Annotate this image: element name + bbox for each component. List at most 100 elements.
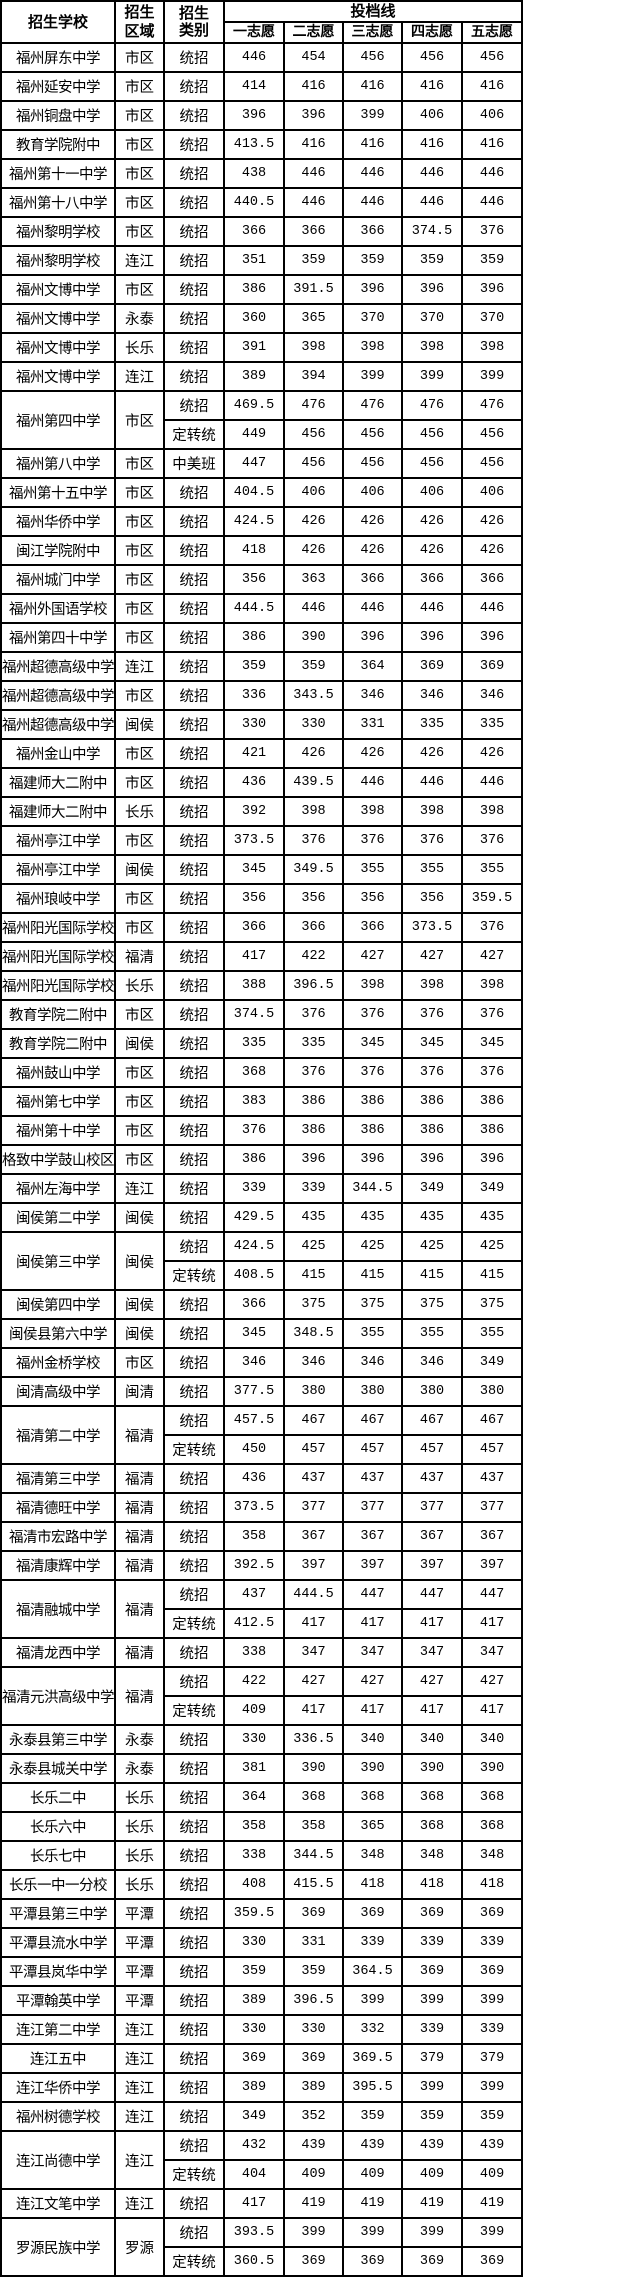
score-choice-3-cell: 364 [342,651,403,682]
score-choice-2-cell: 444.5 [283,1579,344,1610]
score-choice-3-cell: 446 [342,187,403,218]
score-choice-2-cell: 396 [283,1144,344,1175]
region-cell: 连江 [114,2014,165,2045]
score-choice-5-cell: 456 [460,419,524,450]
score-choice-4-cell: 476 [401,390,463,421]
score-choice-2-cell: 426 [283,535,344,566]
score-choice-2-cell: 446 [283,158,344,189]
score-choice-2-cell: 439.5 [283,767,344,798]
school-name-cell: 福州华侨中学 [0,506,116,537]
admission-type-cell: 统招 [163,1869,225,1900]
school-name-cell: 闽侯第二中学 [0,1202,116,1233]
score-choice-2-cell: 347 [283,1637,344,1668]
region-cell: 市区 [114,1057,165,1088]
score-choice-5-cell: 359 [460,2101,524,2132]
admission-type-cell: 统招 [163,1811,225,1842]
region-cell: 闽侯 [114,854,165,885]
table-row: 福州第十一中学 市区 统招 438 446 446 446 446 [0,158,524,189]
score-choice-3-cell: 396 [342,274,403,305]
score-choice-5-cell: 359.5 [460,883,524,914]
school-name-cell: 闽清高级中学 [0,1376,116,1407]
score-choice-4-cell: 355 [401,854,463,885]
score-choice-2-cell: 330 [283,2014,344,2045]
admission-type-cell: 统招 [163,1898,225,1929]
table-row: 永泰县城关中学 永泰 统招 381 390 390 390 390 [0,1753,524,1784]
score-choice-3-cell: 415 [342,1260,403,1291]
score-choice-3-cell: 417 [342,1695,403,1726]
score-choice-3-cell: 426 [342,506,403,537]
score-choice-3-cell: 399 [342,100,403,131]
score-choice-1-cell: 440.5 [223,187,285,218]
score-choice-4-cell: 456 [401,448,463,479]
admission-type-cell: 统招 [163,1115,225,1146]
admission-type-cell: 定转统 [163,419,225,450]
region-cell: 市区 [114,42,165,73]
score-choice-3-cell: 345 [342,1028,403,1059]
region-cell: 福清 [114,941,165,972]
region-cell: 连江 [114,2072,165,2103]
admission-type-cell: 统招 [163,42,225,73]
score-choice-4-cell: 355 [401,1318,463,1349]
score-choice-3-cell: 427 [342,941,403,972]
school-name-cell: 福州金山中学 [0,738,116,769]
score-choice-3-cell: 396 [342,622,403,653]
score-choice-2-cell: 389 [283,2072,344,2103]
score-choice-4-cell: 359 [401,245,463,276]
score-choice-5-cell: 476 [460,390,524,421]
score-choice-4-cell: 345 [401,1028,463,1059]
table-row: 福州琅岐中学 市区 统招 356 356 356 356 359.5 [0,883,524,914]
score-choice-3-cell: 346 [342,680,403,711]
score-choice-2-cell: 386 [283,1086,344,1117]
region-cell: 市区 [114,216,165,247]
score-choice-3-cell: 369 [342,1898,403,1929]
score-choice-5-cell: 446 [460,158,524,189]
score-choice-2-cell: 331 [283,1927,344,1958]
table-header: 招生学校 招生区域 招生 类别 投档线 一志愿 二志愿 三志愿 四志愿 五志愿 [0,0,524,44]
score-choice-3-cell: 395.5 [342,2072,403,2103]
region-cell: 市区 [114,448,165,479]
score-choice-1-cell: 386 [223,1144,285,1175]
score-choice-3-cell: 426 [342,738,403,769]
score-choice-2-cell: 352 [283,2101,344,2132]
score-choice-1-cell: 404 [223,2159,285,2190]
table-row: 福州阳光国际学校 长乐 统招 388 396.5 398 398 398 [0,970,524,1001]
score-choice-3-cell: 446 [342,767,403,798]
region-cell: 福清 [114,1637,165,1668]
region-cell: 福清 [114,1405,165,1465]
school-name-cell: 福州树德学校 [0,2101,116,2132]
score-choice-2-cell: 330 [283,709,344,740]
score-choice-3-cell: 398 [342,970,403,1001]
score-choice-4-cell: 348 [401,1840,463,1871]
school-name-cell: 福州第八中学 [0,448,116,479]
school-name-cell: 福清元洪高级中学 [0,1666,116,1726]
admission-type-cell: 统招 [163,1289,225,1320]
score-choice-2-cell: 426 [283,738,344,769]
score-choice-1-cell: 450 [223,1434,285,1465]
region-cell: 福清 [114,1463,165,1494]
admission-type-cell: 统招 [163,1666,225,1697]
score-choice-4-cell: 435 [401,1202,463,1233]
admission-type-cell: 统招 [163,825,225,856]
region-cell: 市区 [114,274,165,305]
score-choice-4-cell: 457 [401,1434,463,1465]
score-choice-4-cell: 370 [401,303,463,334]
score-choice-4-cell: 426 [401,738,463,769]
school-name-cell: 教育学院附中 [0,129,116,160]
score-choice-2-cell: 391.5 [283,274,344,305]
score-choice-4-cell: 396 [401,622,463,653]
score-choice-2-cell: 398 [283,332,344,363]
school-name-cell: 福州文博中学 [0,332,116,363]
region-cell: 市区 [114,1115,165,1146]
score-choice-2-cell: 380 [283,1376,344,1407]
table-row: 闽清高级中学 闽清 统招 377.5 380 380 380 380 [0,1376,524,1407]
table-row: 福建师大二附中 长乐 统招 392 398 398 398 398 [0,796,524,827]
admission-type-cell: 统招 [163,1579,225,1610]
score-choice-3-cell: 399 [342,361,403,392]
score-choice-4-cell: 415 [401,1260,463,1291]
school-name-cell: 长乐六中 [0,1811,116,1842]
table-row: 教育学院二附中 市区 统招 374.5 376 376 376 376 [0,999,524,1030]
score-choice-1-cell: 330 [223,1724,285,1755]
score-choice-1-cell: 359 [223,651,285,682]
score-choice-3-cell: 467 [342,1405,403,1436]
score-choice-1-cell: 404.5 [223,477,285,508]
